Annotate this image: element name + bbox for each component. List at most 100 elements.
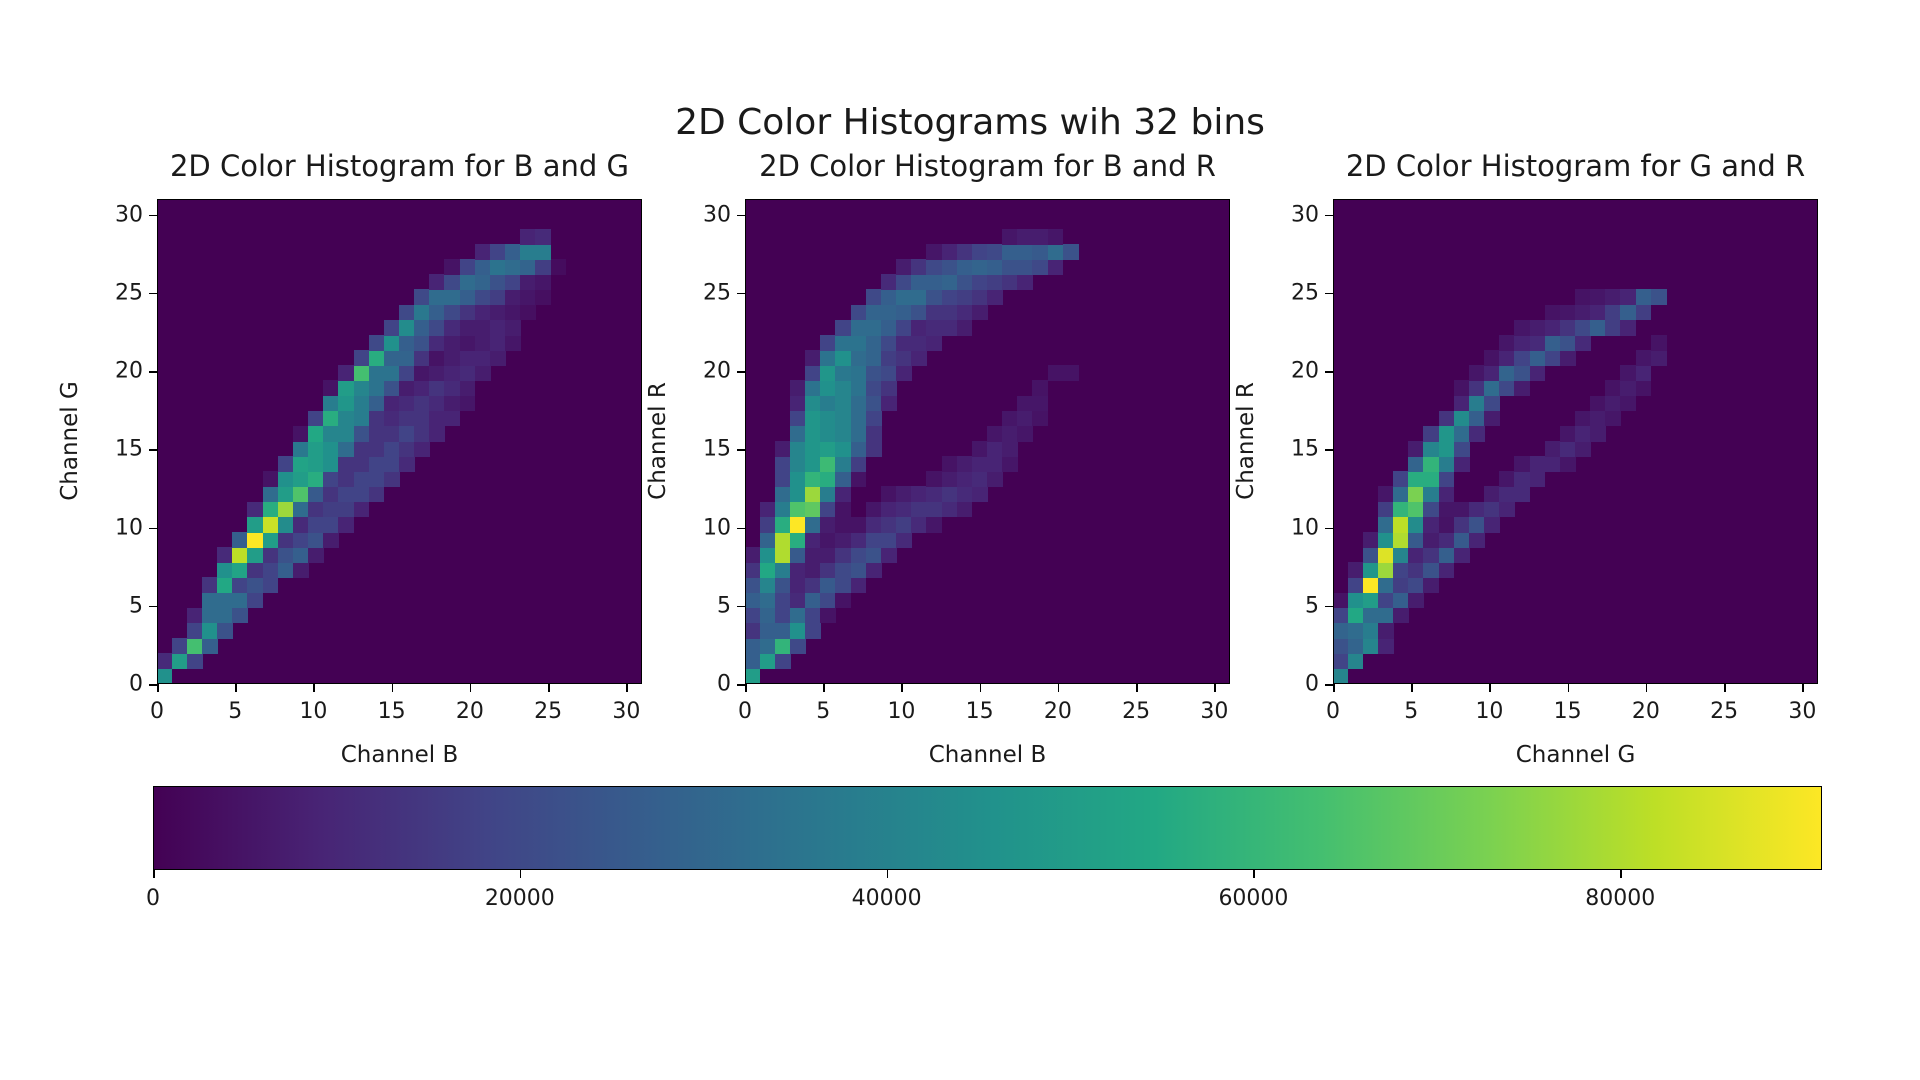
y-tick <box>149 605 157 608</box>
heatmap-cell <box>911 289 927 306</box>
heatmap-cell <box>429 304 446 321</box>
heatmap-cell <box>338 395 355 412</box>
heatmap-cell <box>805 501 821 518</box>
heatmap-cell <box>1453 531 1470 548</box>
heatmap-cell <box>746 562 761 578</box>
heatmap-cell <box>1499 380 1515 397</box>
heatmap-cell <box>774 638 791 654</box>
heatmap-cell <box>911 259 927 275</box>
heatmap-cell <box>292 562 309 578</box>
heatmap-cell <box>1017 425 1034 442</box>
heatmap-cell <box>805 365 821 381</box>
heatmap-cell <box>805 350 821 366</box>
heatmap-cell <box>171 638 188 654</box>
heatmap-cell <box>1377 607 1394 624</box>
y-tick <box>737 605 745 608</box>
heatmap-cell <box>971 441 988 457</box>
heatmap-cell <box>505 259 521 275</box>
heatmap-cell <box>1408 547 1425 563</box>
heatmap-cell <box>399 304 415 321</box>
heatmap-cell <box>338 471 355 488</box>
heatmap-cell <box>789 531 806 548</box>
heatmap-cell <box>308 425 324 442</box>
heatmap-cell <box>956 304 973 321</box>
heatmap-cell <box>1559 425 1576 442</box>
heatmap-cell <box>1605 319 1622 336</box>
heatmap-cell <box>789 622 806 639</box>
heatmap-cell <box>368 334 385 351</box>
heatmap-cell <box>941 456 958 472</box>
heatmap-cell <box>232 562 249 578</box>
heatmap-cell <box>1334 653 1349 669</box>
heatmap-cell <box>353 471 370 488</box>
x-tick-label: 0 <box>738 699 752 724</box>
heatmap-cell <box>759 607 776 624</box>
heatmap-cell <box>444 410 461 427</box>
heatmap-cell <box>774 516 791 533</box>
heatmap-cell <box>820 531 837 548</box>
heatmap-cell <box>338 486 355 503</box>
heatmap-cell <box>353 410 370 427</box>
heatmap-cell <box>1575 425 1591 442</box>
heatmap-cell <box>1529 350 1546 366</box>
heatmap-cell <box>820 410 837 427</box>
heatmap-cell <box>956 243 973 260</box>
heatmap-cell <box>277 547 294 563</box>
heatmap-cell <box>1484 501 1500 518</box>
heatmap-cell <box>1620 365 1637 381</box>
colorbar-tick <box>153 870 155 878</box>
heatmap-cell <box>987 243 1003 260</box>
heatmap-cell <box>353 380 370 397</box>
y-tick-label: 10 <box>703 515 731 541</box>
heatmap-cell <box>444 350 461 366</box>
heatmap-cell <box>1605 395 1622 412</box>
heatmap-cell <box>489 334 506 351</box>
heatmap-cell <box>1002 228 1018 245</box>
heatmap-cell <box>338 380 355 397</box>
heatmap-cell <box>429 334 446 351</box>
x-tick <box>823 684 825 692</box>
heatmap-cell <box>429 380 446 397</box>
heatmap-cell <box>820 607 837 624</box>
heatmap-cell <box>368 395 385 412</box>
y-tick <box>737 371 745 373</box>
heatmap-cell <box>1047 228 1064 245</box>
heatmap-cell <box>414 425 430 442</box>
heatmap-cell <box>850 471 867 488</box>
heatmap-cell <box>505 319 521 336</box>
heatmap-cell <box>1423 441 1440 457</box>
heatmap-cell <box>1544 441 1561 457</box>
heatmap-cell <box>1514 334 1531 351</box>
heatmap-cell <box>1408 441 1425 457</box>
heatmap-cell <box>1423 456 1440 472</box>
heatmap-cell <box>1393 607 1409 624</box>
heatmap-cell <box>247 592 264 609</box>
heatmap-cell <box>850 319 867 336</box>
heatmap-cell <box>1514 471 1531 488</box>
heatmap-cell <box>1453 395 1470 412</box>
heatmap-cell <box>820 486 837 503</box>
heatmap-cell <box>383 471 400 488</box>
y-tick <box>737 292 745 295</box>
heatmap-cell <box>865 410 882 427</box>
heatmap-cell <box>1347 592 1364 609</box>
heatmap-cell <box>1575 334 1591 351</box>
panel-title: 2D Color Histogram for B and G <box>169 149 630 183</box>
y-tick <box>1325 371 1333 373</box>
y-tick-label: 30 <box>1291 202 1319 228</box>
heatmap-cell <box>323 486 339 503</box>
x-tick-label: 25 <box>1710 699 1739 724</box>
heatmap-cell <box>1393 547 1409 563</box>
heatmap-cell <box>1423 471 1440 488</box>
heatmap-cell <box>474 259 491 275</box>
heatmap-cell <box>399 319 415 336</box>
heatmap-cell <box>535 228 552 245</box>
heatmap-cell <box>1408 501 1425 518</box>
heatmap-cell <box>1334 668 1349 683</box>
heatmap-cell <box>1002 441 1018 457</box>
heatmap-cell <box>1002 243 1018 260</box>
heatmap-cell <box>1453 441 1470 457</box>
heatmap-cell <box>474 350 491 366</box>
heatmap-cell <box>850 395 867 412</box>
heatmap-cell <box>805 547 821 563</box>
